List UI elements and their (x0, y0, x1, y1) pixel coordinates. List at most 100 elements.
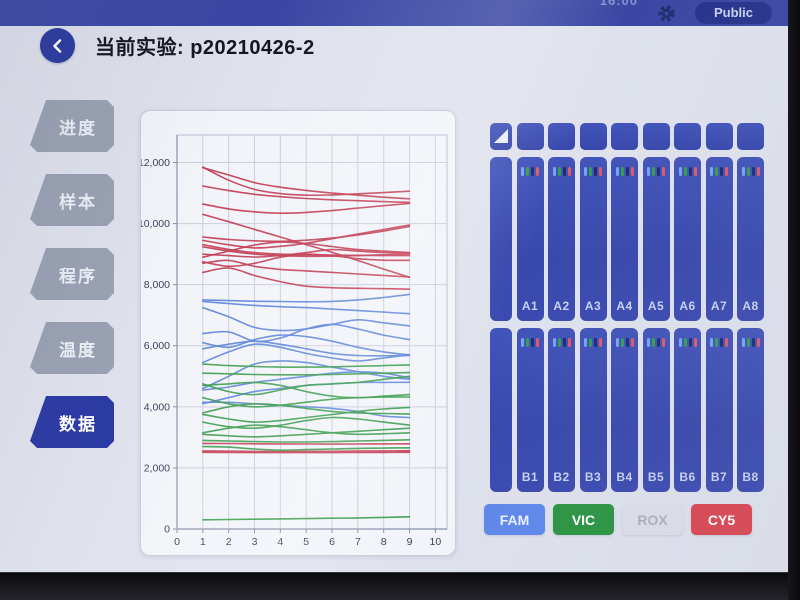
gear-icon[interactable] (657, 4, 676, 23)
well-label: A8 (742, 299, 759, 313)
public-button[interactable]: Public (694, 2, 772, 24)
channel-indicator-bar (725, 338, 728, 347)
channel-indicator-bar (562, 167, 566, 176)
channel-indicator-bar (751, 167, 755, 176)
channel-indicator-bar (710, 167, 713, 176)
svg-text:12,000: 12,000 (141, 157, 170, 169)
svg-text:4: 4 (277, 536, 283, 548)
channel-indicator-bar (531, 338, 534, 347)
channel-indicator-bar (557, 167, 561, 176)
chart-card: 0 1 2 3 4 5 6 7 8 9 10 0 2,000 4,000 6,000 8,000 10,000 1… (140, 110, 456, 556)
well-a6[interactable]: A6 (674, 157, 701, 321)
channel-indicator-bar (620, 338, 624, 347)
legend-rox-button[interactable]: ROX (622, 504, 683, 535)
well-column-tab-a5[interactable] (642, 123, 670, 150)
well-label: B7 (710, 470, 728, 484)
well-label: B8 (742, 470, 759, 484)
svg-text:9: 9 (407, 536, 413, 548)
amplification-chart: 0 1 2 3 4 5 6 7 8 9 10 0 2,000 4,000 6,000 8,000 10,000 1… (141, 134, 448, 548)
well-column-tab-a1[interactable] (516, 123, 544, 150)
well-column-tab-a3[interactable] (579, 123, 607, 150)
channel-indicator-bar (751, 338, 755, 347)
svg-text:1: 1 (200, 536, 206, 548)
well-a4[interactable]: A4 (611, 157, 638, 321)
channel-indicator-bar (657, 167, 660, 176)
well-column-tab-a6[interactable] (674, 123, 701, 150)
well-row-a-selector[interactable] (490, 157, 512, 321)
well-label: A7 (710, 299, 728, 313)
channel-indicator-bar (688, 338, 692, 347)
channel-indicator-bar (594, 167, 597, 176)
channel-indicator (580, 167, 607, 176)
channel-indicator-bar (552, 338, 556, 347)
select-all-wells-button[interactable] (490, 123, 512, 150)
well-label: B4 (616, 470, 633, 484)
channel-indicator-bar (657, 338, 660, 347)
well-b5[interactable]: B5 (642, 328, 670, 492)
back-button[interactable] (40, 28, 75, 63)
channel-indicator-bar (531, 167, 534, 176)
channel-indicator-bar (536, 338, 539, 347)
well-row-a: A1 A2 A3 A4 A5 A6 A7 A8 (490, 157, 764, 321)
well-b6[interactable]: B6 (674, 328, 701, 492)
channel-indicator (674, 167, 701, 176)
well-label: B3 (584, 470, 602, 484)
channel-legend-bar: FAM VIC ROX CY5 (484, 504, 752, 535)
device-bezel-right (788, 0, 800, 600)
channel-indicator-bar (720, 167, 723, 176)
well-b3[interactable]: B3 (579, 328, 607, 492)
sidebar-item-temperature[interactable]: 温度 (30, 322, 114, 374)
svg-text:2,000: 2,000 (144, 462, 170, 474)
channel-indicator (517, 338, 544, 347)
well-b1[interactable]: B1 (516, 328, 544, 492)
sidebar-item-progress[interactable]: 进度 (30, 100, 114, 152)
channel-indicator-bar (584, 338, 587, 347)
status-time: 16:00 (599, 0, 638, 8)
well-a7[interactable]: A7 (705, 157, 733, 321)
sidebar-item-data[interactable]: 数据 (30, 396, 114, 448)
channel-indicator (611, 338, 638, 347)
channel-indicator-bar (741, 167, 745, 176)
channel-indicator (706, 338, 733, 347)
svg-text:8,000: 8,000 (144, 279, 170, 291)
channel-indicator-bar (625, 338, 629, 347)
channel-indicator-bar (599, 167, 602, 176)
well-b7[interactable]: B7 (705, 328, 733, 492)
well-label: A2 (553, 299, 570, 313)
well-a5[interactable]: A5 (642, 157, 670, 321)
well-a3[interactable]: A3 (579, 157, 607, 321)
legend-cy5-button[interactable]: CY5 (691, 504, 752, 535)
sidebar-item-program[interactable]: 程序 (30, 248, 114, 300)
channel-indicator-bar (526, 338, 529, 347)
well-a2[interactable]: A2 (548, 157, 575, 321)
well-label: B5 (647, 470, 665, 484)
channel-indicator-bar (552, 167, 556, 176)
sidebar-item-samples[interactable]: 样本 (30, 174, 114, 226)
sidebar: 进度样本程序温度数据 (30, 100, 114, 448)
well-column-tab-a7[interactable] (705, 123, 733, 150)
svg-text:10,000: 10,000 (141, 218, 170, 230)
well-b8[interactable]: B8 (737, 328, 764, 492)
channel-indicator-bar (710, 338, 713, 347)
channel-indicator (737, 167, 764, 176)
well-row-b: B1 B2 B3 B4 B5 B6 B7 B8 (490, 328, 764, 492)
well-column-tab-a4[interactable] (611, 123, 638, 150)
well-b4[interactable]: B4 (611, 328, 638, 492)
channel-indicator-bar (630, 167, 634, 176)
well-b2[interactable]: B2 (548, 328, 575, 492)
channel-indicator (706, 167, 733, 176)
channel-indicator (674, 338, 701, 347)
channel-indicator-bar (720, 338, 723, 347)
channel-indicator-bar (521, 338, 524, 347)
channel-indicator-bar (652, 338, 655, 347)
well-column-tab-a8[interactable] (737, 123, 764, 150)
svg-text:8: 8 (381, 536, 387, 548)
legend-vic-button[interactable]: VIC (553, 504, 614, 535)
channel-indicator-bar (647, 167, 650, 176)
well-a1[interactable]: A1 (516, 157, 544, 321)
well-row-b-selector[interactable] (490, 328, 512, 492)
well-column-tab-a2[interactable] (548, 123, 575, 150)
channel-indicator-bar (683, 167, 687, 176)
legend-fam-button[interactable]: FAM (484, 504, 545, 535)
well-a8[interactable]: A8 (737, 157, 764, 321)
